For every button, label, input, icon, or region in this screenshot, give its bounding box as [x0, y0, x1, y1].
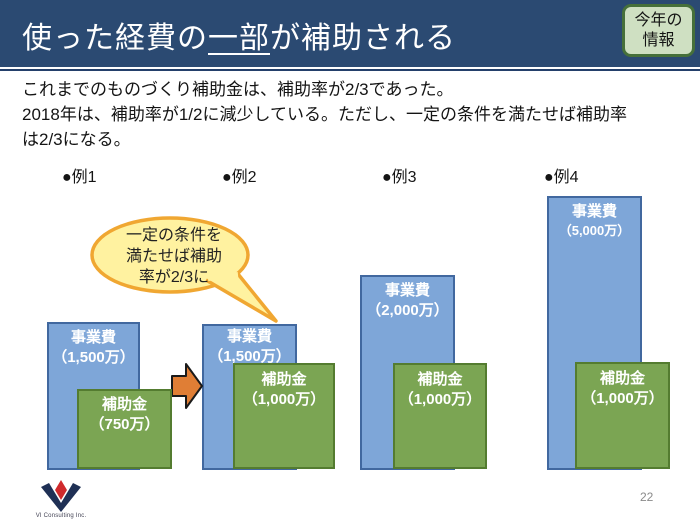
subsidy-bar-ex3-name: 補助金	[417, 371, 463, 388]
expense-bar-ex2-name: 事業費	[226, 328, 272, 345]
title-pre: 使った経費の	[22, 22, 208, 55]
title-rule	[0, 69, 700, 71]
badge-line2: 情報	[642, 31, 675, 49]
expense-bar-ex4-name: 事業費	[571, 203, 617, 220]
expense-bar-ex3-amount: （2,000万）	[366, 302, 449, 319]
info-badge: 今年の 情報	[622, 4, 695, 57]
subsidy-bar-ex2-name: 補助金	[261, 371, 307, 388]
subsidy-bar-ex1-name: 補助金	[101, 396, 147, 413]
subsidy-bar-ex4-amount: （1,000万）	[581, 390, 664, 407]
body-line3: は2/3になる。	[22, 130, 131, 149]
subsidy-bar-ex1: 補助金 （750万）	[77, 389, 172, 469]
expense-bar-ex1-amount: （1,500万）	[52, 349, 135, 366]
company-logo-text: VI Consulting Inc.	[35, 513, 87, 519]
subsidy-bar-ex2-amount: （1,000万）	[242, 391, 326, 408]
badge-line1: 今年の	[634, 11, 683, 29]
company-logo-icon	[41, 480, 81, 512]
subsidy-bar-ex3: 補助金 （1,000万）	[393, 363, 487, 469]
right-arrow-icon	[171, 363, 203, 409]
subsidy-bar-ex1-amount: （750万）	[89, 416, 160, 433]
subsidy-bar-ex4-name: 補助金	[599, 370, 645, 387]
body-line2: 2018年は、補助率が1/2に減少している。ただし、一定の条件を満たせば補助率	[22, 105, 627, 124]
subsidy-bar-ex2: 補助金 （1,000万）	[233, 363, 335, 469]
page-title: 使った経費の一部が補助される	[22, 13, 456, 57]
expense-bar-ex4-amount: （5,000万）	[558, 223, 631, 238]
expense-bar-ex3-name: 事業費	[384, 282, 430, 299]
speech-bubble-text: 一定の条件を 満たせば補助 率が2/3に	[104, 225, 244, 288]
body-line1: これまでのものづくり補助金は、補助率が2/3であった。	[22, 80, 454, 99]
example-label-2: ●例2	[222, 169, 257, 186]
bubble-line3: 率が2/3に	[138, 269, 210, 286]
example-label-4: ●例4	[544, 169, 579, 186]
bubble-line1: 一定の条件を	[125, 227, 222, 244]
title-underlined: 一部	[208, 22, 270, 55]
example-label-1: ●例1	[62, 169, 97, 186]
title-post: が補助される	[270, 22, 456, 55]
example-label-3: ●例3	[382, 169, 417, 186]
subsidy-bar-ex3-amount: （1,000万）	[398, 391, 482, 408]
subsidy-bar-ex4: 補助金 （1,000万）	[575, 362, 670, 469]
title-bar	[0, 0, 700, 67]
bubble-line2: 満たせば補助	[125, 248, 222, 265]
speech-bubble	[90, 216, 278, 323]
expense-bar-ex2-amount: （1,500万）	[208, 348, 291, 365]
body-text: これまでのものづくり補助金は、補助率が2/3であった。 2018年は、補助率が1…	[22, 77, 684, 152]
page-number: 22	[640, 490, 654, 504]
expense-bar-ex1-name: 事業費	[70, 329, 116, 346]
